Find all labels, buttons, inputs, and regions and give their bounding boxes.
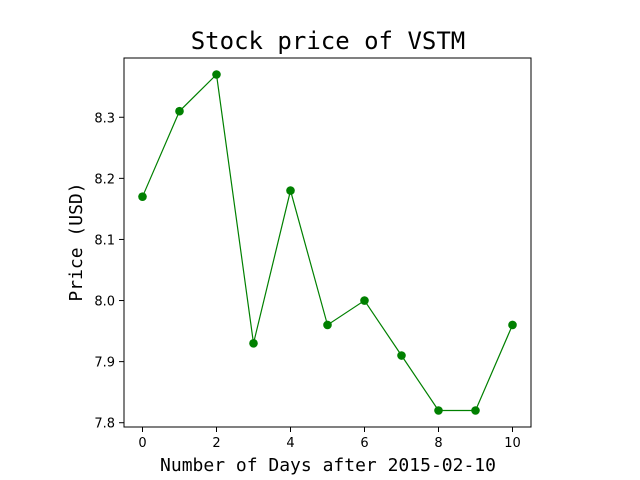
- x-axis-label: Number of Days after 2015-02-10: [160, 455, 496, 476]
- x-tick-label: 8: [434, 436, 442, 451]
- y-tick-label: 8.3: [94, 111, 115, 126]
- x-tick-label: 0: [138, 436, 146, 451]
- data-point: [434, 406, 443, 415]
- data-point: [323, 320, 332, 330]
- data-point: [471, 406, 480, 415]
- data-point: [397, 351, 406, 360]
- y-tick-label: 8.2: [94, 172, 115, 187]
- data-point: [212, 70, 221, 79]
- data-point: [138, 192, 147, 201]
- data-point: [508, 320, 517, 330]
- y-tick-label: 8.1: [94, 233, 115, 248]
- x-tick-label: 2: [212, 436, 220, 451]
- x-tick-label: 4: [286, 436, 294, 451]
- price-series: [138, 70, 517, 415]
- data-point: [249, 339, 258, 348]
- y-axis-ticks: 7.8 7.9 8.0 8.1 8.2 8.3: [94, 111, 124, 432]
- data-point: [175, 106, 184, 116]
- x-axis-ticks: 0 2 4 6 8 10: [138, 427, 521, 451]
- y-axis-label: Price (USD): [66, 182, 87, 301]
- y-tick-label: 7.8: [94, 417, 115, 432]
- data-point: [286, 186, 295, 195]
- x-tick-label: 6: [360, 436, 368, 451]
- x-tick-label: 10: [504, 436, 521, 451]
- plot-area-frame: [123, 57, 532, 428]
- y-tick-label: 8.0: [94, 295, 115, 310]
- y-tick-label: 7.9: [94, 356, 115, 371]
- chart-title: Stock price of VSTM: [191, 27, 466, 55]
- data-point: [360, 296, 369, 305]
